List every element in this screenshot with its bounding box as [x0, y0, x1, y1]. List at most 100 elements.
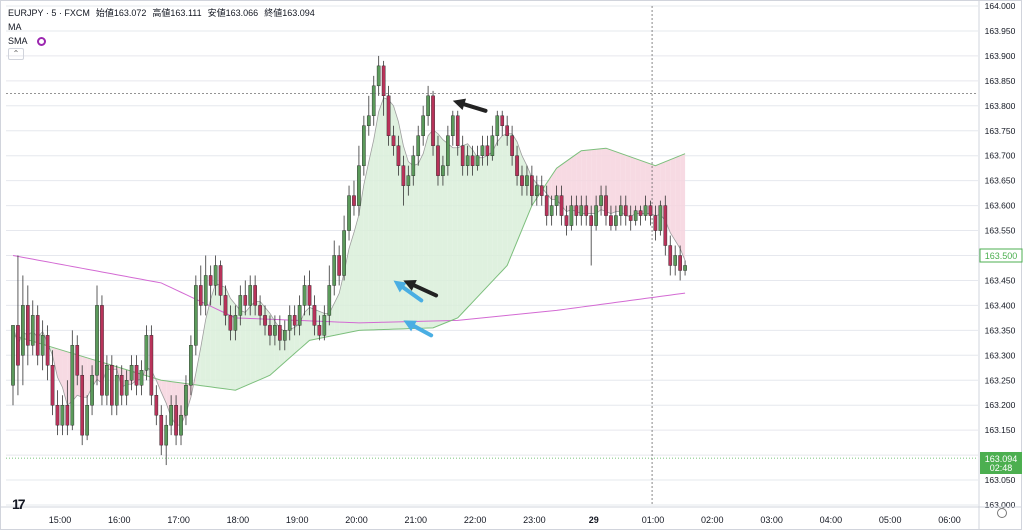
last-price-badge: 163.094	[985, 454, 1018, 464]
sma-value-badge: 163.500	[985, 251, 1018, 261]
candle	[307, 270, 312, 316]
candle	[347, 185, 351, 241]
x-tick-label: 15:00	[49, 515, 72, 525]
candle-body	[208, 275, 213, 286]
candle	[159, 405, 164, 456]
axis-settings-icon[interactable]	[997, 508, 1007, 518]
candle	[302, 275, 307, 316]
candle	[638, 205, 643, 226]
candle-body	[653, 215, 658, 231]
candle-body	[391, 135, 396, 146]
ohlc-row: EURJPY · 5 · FXCM 始値 163.072 高値 163.111 安値…	[8, 6, 315, 20]
candle-body	[95, 305, 99, 376]
candle	[292, 305, 297, 336]
candle	[169, 395, 173, 436]
cloud-segment	[640, 160, 646, 214]
candle-body	[604, 195, 608, 216]
candle-body	[30, 315, 35, 346]
candle-body	[683, 265, 687, 271]
candle-body	[253, 285, 257, 306]
candle	[55, 390, 60, 436]
indicator-sma-label: SMA	[8, 36, 28, 46]
cloud-segment	[353, 214, 359, 332]
candle-body	[80, 375, 85, 436]
indicator-ma[interactable]: MA	[8, 20, 315, 34]
cloud-segment	[230, 298, 236, 391]
candle	[208, 265, 213, 306]
candle	[297, 295, 302, 336]
candle-body	[119, 375, 124, 396]
ma-cloud	[13, 97, 686, 426]
candle-body	[455, 115, 460, 146]
candle	[668, 235, 673, 276]
cloud-segment	[269, 313, 275, 376]
candle-body	[426, 95, 430, 116]
candle	[164, 415, 169, 466]
candle	[678, 245, 682, 281]
cloud-segment	[630, 156, 636, 217]
candle-body	[534, 185, 539, 196]
x-tick-label: 03:00	[760, 515, 783, 525]
candle	[431, 90, 435, 156]
cloud-segment	[497, 135, 503, 276]
candle-body	[169, 405, 173, 426]
candle	[60, 395, 65, 436]
indicator-loading-icon	[36, 36, 46, 46]
candle	[154, 385, 159, 426]
candle-body	[218, 265, 223, 296]
candle-body	[376, 65, 381, 87]
cloud-segment	[452, 147, 458, 320]
candles	[11, 55, 687, 466]
candle	[95, 285, 99, 386]
indicator-sma[interactable]: SMA	[8, 34, 315, 48]
candle-body	[213, 265, 218, 286]
candle	[510, 125, 514, 166]
candle	[243, 280, 248, 316]
candle-body	[673, 255, 678, 266]
price-axis[interactable]: 164.000 163.950 163.900 163.850 163.800 163.7…	[978, 0, 1016, 530]
candle-body	[347, 195, 351, 231]
y-tick-label: 163.950	[985, 26, 1016, 36]
candle-body	[100, 305, 104, 396]
candle-body	[366, 115, 371, 126]
x-tick-label: 02:00	[701, 515, 724, 525]
candle-body	[505, 125, 509, 136]
candle	[357, 145, 361, 216]
candle-body	[179, 414, 183, 436]
candle	[80, 365, 85, 446]
candle-body	[337, 255, 341, 276]
y-tick-label: 163.050	[985, 475, 1016, 485]
candle-body	[258, 305, 262, 316]
candle	[85, 395, 89, 441]
candle	[282, 320, 287, 351]
symbol-label[interactable]: EURJPY · 5 · FXCM	[8, 8, 90, 18]
y-tick-label: 163.250	[985, 375, 1016, 385]
time-axis[interactable]: 15:00 16:00 17:00 18:00 19:00 20:00 21:00 22:00…	[0, 506, 1022, 525]
cloud-segment	[240, 310, 246, 389]
candle	[149, 325, 154, 406]
x-tick-label: 05:00	[879, 515, 902, 525]
countdown-badge: 02:48	[990, 463, 1013, 473]
x-tick-label: 21:00	[405, 515, 428, 525]
candle	[342, 215, 346, 281]
y-tick-label: 163.550	[985, 226, 1016, 236]
candle	[574, 195, 579, 226]
candle	[485, 135, 490, 166]
candle-body	[16, 325, 20, 366]
candle	[683, 260, 687, 276]
collapse-legend-icon[interactable]: ⌃	[8, 48, 24, 60]
candle-body	[302, 285, 307, 306]
candle-body	[45, 335, 50, 366]
candle	[332, 240, 337, 296]
candle-body	[500, 115, 505, 126]
candle	[327, 265, 332, 326]
candle	[218, 260, 223, 306]
x-tick-label: 18:00	[227, 515, 250, 525]
cloud-segment	[625, 155, 631, 217]
candle-body	[307, 285, 312, 306]
candle-body	[609, 215, 613, 226]
candle-body	[549, 205, 554, 216]
candle-body	[579, 205, 584, 216]
